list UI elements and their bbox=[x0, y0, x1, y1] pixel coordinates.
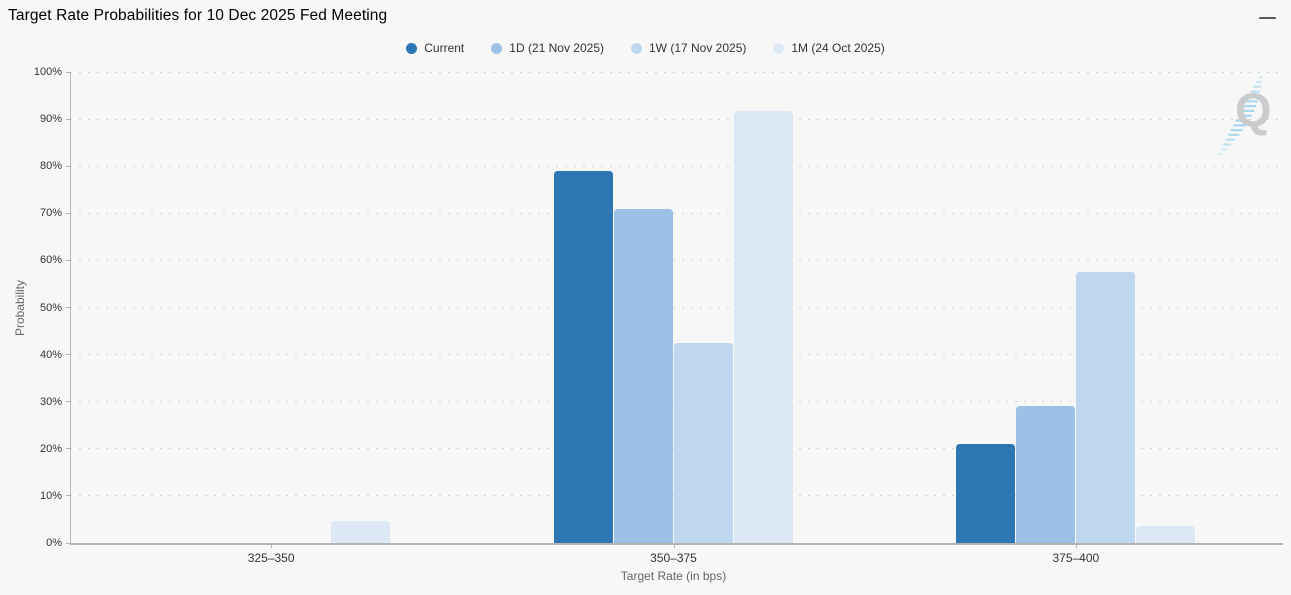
y-axis-line bbox=[70, 72, 71, 543]
legend-item-1d[interactable]: 1D (21 Nov 2025) bbox=[491, 41, 604, 55]
bar-current-375–400[interactable] bbox=[955, 444, 1015, 543]
y-tick-label: 20% bbox=[39, 442, 62, 455]
gridline bbox=[70, 212, 1283, 214]
y-tick-label: 70% bbox=[39, 207, 62, 220]
legend-label: 1D (21 Nov 2025) bbox=[509, 41, 604, 55]
y-axis-tick bbox=[66, 118, 70, 120]
gridline bbox=[70, 118, 1283, 120]
y-axis-tick bbox=[66, 71, 70, 73]
bar-1m-375–400[interactable] bbox=[1135, 526, 1195, 543]
gridline bbox=[70, 259, 1283, 261]
y-axis-tick bbox=[66, 259, 70, 261]
x-category-label: 375–400 bbox=[1052, 551, 1100, 565]
chart-title: Target Rate Probabilities for 10 Dec 202… bbox=[8, 7, 388, 24]
y-tick-label: 80% bbox=[39, 160, 62, 173]
legend-item-current[interactable]: Current bbox=[406, 41, 464, 55]
x-axis-line bbox=[70, 542, 1283, 545]
gridline bbox=[70, 165, 1283, 167]
bar-1w-375–400[interactable] bbox=[1075, 271, 1135, 543]
legend-marker-icon bbox=[406, 42, 418, 54]
y-tick-label: 10% bbox=[39, 489, 62, 502]
x-axis-tick bbox=[673, 543, 675, 548]
swoosh-icon bbox=[1218, 76, 1263, 156]
hamburger-icon[interactable] bbox=[1256, 9, 1278, 27]
y-axis-tick bbox=[66, 354, 70, 356]
y-axis-tick bbox=[66, 165, 70, 167]
y-tick-label: 60% bbox=[39, 254, 62, 267]
x-axis-tick bbox=[1075, 543, 1077, 548]
gridline bbox=[70, 307, 1283, 308]
bar-1m-325–350[interactable] bbox=[331, 520, 391, 543]
y-tick-label: 30% bbox=[39, 395, 62, 408]
x-axis-title: Target Rate (in bps) bbox=[620, 569, 727, 583]
legend-label: 1M (24 Oct 2025) bbox=[791, 41, 885, 55]
y-axis-tick bbox=[66, 448, 70, 450]
x-category-label: 350–375 bbox=[650, 551, 697, 565]
y-tick-label: 50% bbox=[39, 301, 62, 314]
legend-marker-icon bbox=[630, 42, 642, 54]
bar-1d-375–400[interactable] bbox=[1015, 406, 1075, 543]
x-category-label: 325–350 bbox=[247, 551, 295, 565]
bar-1w-350–375[interactable] bbox=[673, 343, 733, 543]
y-tick-label: 0% bbox=[46, 537, 62, 549]
y-axis-tick bbox=[66, 212, 70, 214]
q-logo-watermark: Q bbox=[1205, 64, 1291, 164]
bar-1d-350–375[interactable] bbox=[613, 209, 673, 543]
legend-marker-icon bbox=[491, 42, 503, 54]
y-axis-tick bbox=[66, 401, 70, 403]
y-tick-label: 100% bbox=[33, 66, 62, 78]
hamburger-bar bbox=[1259, 16, 1276, 20]
gridline bbox=[70, 71, 1283, 73]
y-axis-tick bbox=[66, 307, 70, 308]
bar-1m-350–375[interactable] bbox=[733, 111, 793, 543]
legend-marker-icon bbox=[773, 42, 785, 54]
q-letter: Q bbox=[1235, 83, 1272, 136]
legend-item-1m[interactable]: 1M (24 Oct 2025) bbox=[773, 41, 885, 55]
legend-label: Current bbox=[424, 41, 465, 55]
legend-label: 1W (17 Nov 2025) bbox=[648, 41, 747, 55]
y-axis-title: Probability bbox=[13, 279, 27, 336]
y-tick-label: 90% bbox=[39, 113, 62, 126]
x-axis-tick bbox=[271, 543, 273, 548]
y-axis-tick bbox=[66, 495, 70, 497]
y-tick-label: 40% bbox=[39, 348, 62, 361]
legend-item-1w[interactable]: 1W (17 Nov 2025) bbox=[630, 41, 747, 55]
legend: Current 1D (21 Nov 2025) 1W (17 Nov 2025) 1… bbox=[0, 41, 1291, 55]
bar-current-350–375[interactable] bbox=[553, 171, 613, 543]
y-axis-tick bbox=[66, 542, 70, 544]
